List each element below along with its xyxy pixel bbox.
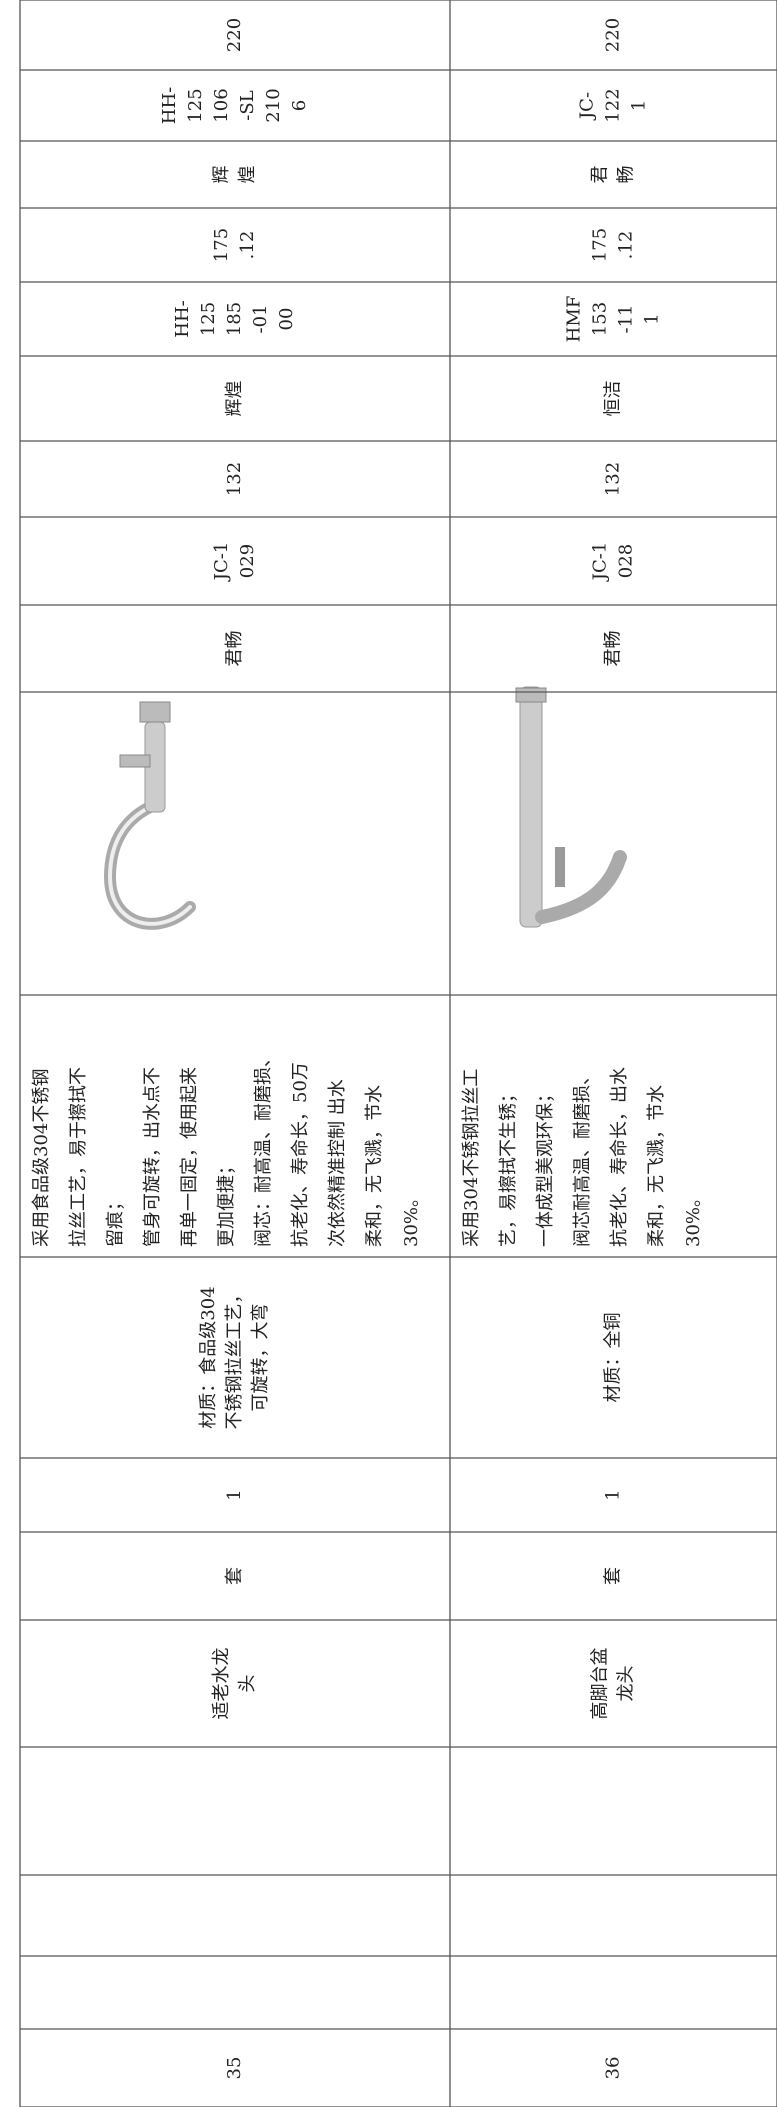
price2-text: 175 xyxy=(211,228,232,262)
qty-text: 1 xyxy=(224,1489,245,1500)
description-text: 30%。 xyxy=(401,1189,422,1247)
model1-text: JC-1 xyxy=(211,542,232,583)
model2-text: 185 xyxy=(224,302,245,336)
price2-text: .12 xyxy=(616,231,637,260)
description-text: 次依然精准控制 出水 xyxy=(327,1079,348,1247)
no-text: 36 xyxy=(603,2057,624,2080)
brand1-text: 君畅 xyxy=(224,631,245,667)
description-text: 采用食品级304不锈钢 xyxy=(31,1069,52,1247)
material-text: 材质：食品级304 xyxy=(198,1286,219,1428)
description-text: 留痕； xyxy=(105,1193,126,1247)
rotated-table: 35 适老水龙 头 套 1 材质：食品级304 不锈钢拉丝工艺， 可旋转，大弯 采用食品级304… xyxy=(19,0,777,2107)
brand3-text: 辉 xyxy=(211,166,232,184)
brand2-text: 辉煌 xyxy=(224,381,245,417)
model2-text: HH- xyxy=(172,300,193,337)
model2-text: 1 xyxy=(642,313,663,324)
price3-text: 220 xyxy=(603,18,624,52)
model2-text: -11 xyxy=(616,305,637,334)
model3-text: JC- xyxy=(577,92,598,121)
material-text: 不锈钢拉丝工艺， xyxy=(224,1286,245,1430)
description-text: 柔和，无飞溅，节水 xyxy=(646,1085,667,1247)
brand2-text: 恒洁 xyxy=(603,381,624,417)
description-text: 拉丝工艺，易于擦拭不 xyxy=(68,1067,89,1247)
brand3-text: 煌 xyxy=(237,166,258,184)
model3-text: HH- xyxy=(159,87,180,124)
description-text: 抗老化、寿命长，出水 xyxy=(609,1067,630,1247)
description-text: 阀芯：耐高温、耐磨损、 xyxy=(253,1049,274,1247)
model2-text: -01 xyxy=(250,305,271,334)
description-text: 柔和，无飞溅，节水 xyxy=(364,1085,385,1247)
name-text: 龙头 xyxy=(616,1666,637,1702)
description-text: 更加便捷； xyxy=(216,1157,237,1247)
description-text: 再单一固定，使用起来 xyxy=(179,1067,200,1247)
brand1-text: 君畅 xyxy=(603,631,624,667)
model2-text: 00 xyxy=(276,308,297,331)
material-text: 材质：全铜 xyxy=(603,1313,624,1403)
description-text: 艺，易擦拭不生锈； xyxy=(498,1085,519,1247)
model3-text: -SL xyxy=(237,90,258,120)
no-text: 35 xyxy=(224,2057,245,2080)
faucet-image-35 xyxy=(103,701,196,930)
model3-text: 106 xyxy=(211,88,232,122)
name-text: 高脚台盆 xyxy=(590,1648,611,1720)
brand3-text: 畅 xyxy=(616,166,637,184)
model1-text: JC-1 xyxy=(590,542,611,583)
price1-text: 132 xyxy=(603,462,624,496)
price2-text: 175 xyxy=(590,228,611,262)
material-text: 可旋转，大弯 xyxy=(250,1304,271,1412)
price1-text: 132 xyxy=(224,462,245,496)
name-text: 头 xyxy=(237,1675,258,1693)
model3-text: 122 xyxy=(603,88,624,122)
model3-text: 6 xyxy=(289,100,310,111)
description-text: 阀芯耐高温、耐磨损、 xyxy=(572,1067,593,1247)
description-text: 30%。 xyxy=(683,1189,704,1247)
description-text: 管身可旋转，出水点不 xyxy=(142,1067,163,1247)
brand3-text: 君 xyxy=(590,166,611,184)
unit-text: 套 xyxy=(603,1567,624,1585)
price3-text: 220 xyxy=(224,18,245,52)
unit-text: 套 xyxy=(224,1567,245,1585)
model2-text: HMF xyxy=(564,296,585,343)
name-text: 适老水龙 xyxy=(211,1648,232,1720)
model2-text: 125 xyxy=(198,302,219,336)
model3-text: 210 xyxy=(263,88,284,122)
price2-text: .12 xyxy=(237,231,258,260)
model3-text: 1 xyxy=(629,100,650,111)
description-text: 抗老化、寿命长，50万 xyxy=(290,1062,311,1247)
model1-text: 028 xyxy=(616,544,637,578)
model3-text: 125 xyxy=(185,88,206,122)
qty-text: 1 xyxy=(603,1489,624,1500)
model2-text: 153 xyxy=(590,302,611,336)
faucet-image-36 xyxy=(515,686,627,928)
model1-text: 029 xyxy=(237,544,258,578)
description-text: 采用304不锈钢拉丝工 xyxy=(461,1069,482,1247)
description-text: 一体成型美观环保； xyxy=(535,1085,556,1247)
